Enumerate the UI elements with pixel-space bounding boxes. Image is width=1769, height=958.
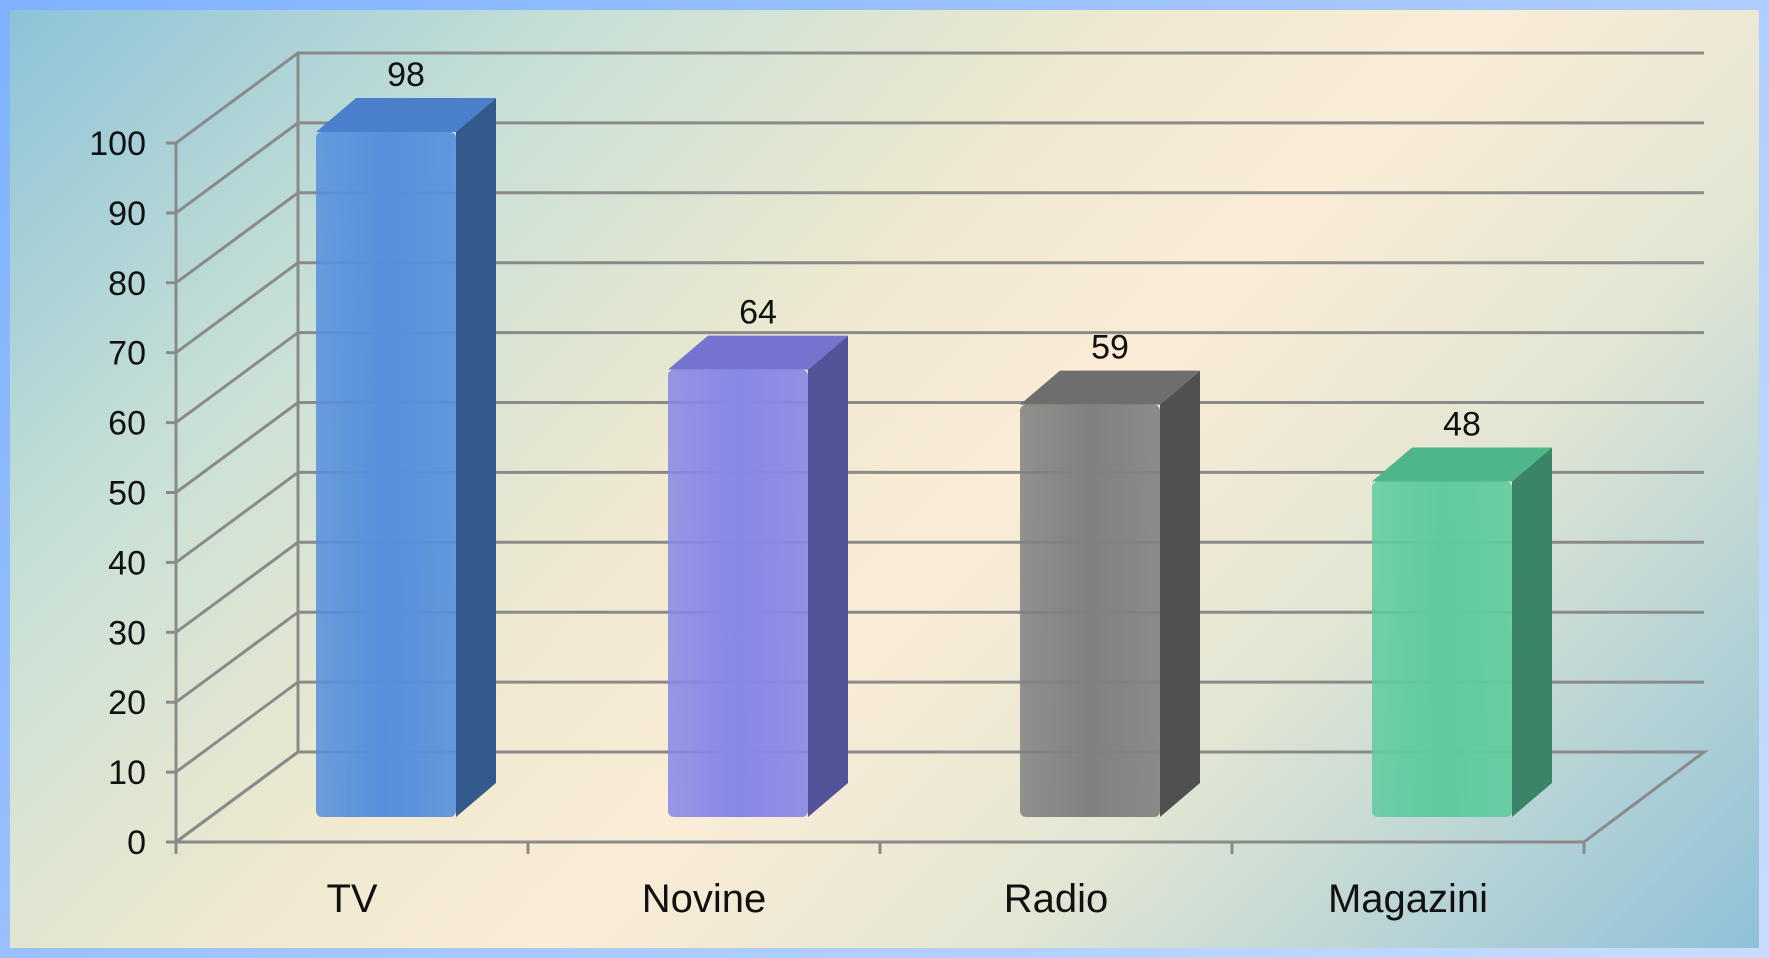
y-tick-label: 30: [108, 614, 146, 652]
x-tick-label-magazini: Magazini: [1328, 877, 1488, 921]
y-tick-label: 60: [108, 405, 146, 443]
y-tick-label: 90: [108, 195, 146, 233]
y-tick-label: 50: [108, 475, 146, 513]
y-tick-label: 40: [108, 544, 146, 582]
bar-radio: [1020, 370, 1200, 817]
y-axis-tick-labels: 0 10 20 30 40 50 60 70 80 90 100: [89, 125, 146, 862]
y-tick-label: 80: [108, 265, 146, 303]
y-tick-label: 10: [108, 754, 146, 792]
bar-front-face: [316, 131, 456, 818]
y-tick-label: 70: [108, 335, 146, 373]
data-label-magazini: 48: [1443, 405, 1481, 443]
x-axis-category-labels: TV Novine Radio Magazini: [326, 877, 1488, 921]
bar-novine: [668, 335, 848, 817]
bar-side-face: [808, 335, 848, 817]
x-tick-label-novine: Novine: [642, 877, 767, 921]
bar-front-face: [668, 369, 808, 817]
y-tick-label: 0: [127, 824, 146, 862]
y-tick-label: 20: [108, 684, 146, 722]
bar-side-face: [1512, 447, 1552, 817]
bar-side-face: [1160, 370, 1200, 817]
data-label-tv: 98: [387, 56, 425, 94]
data-label-radio: 59: [1091, 329, 1129, 367]
bar-front-face: [1020, 404, 1160, 817]
bar-front-face: [1372, 481, 1512, 817]
data-label-novine: 64: [739, 294, 777, 332]
bars: [316, 97, 1552, 818]
bar-top-face: [668, 335, 848, 370]
data-labels: 98 64 59 48: [387, 56, 1481, 444]
x-tick-label-tv: TV: [326, 877, 377, 921]
bar-top-face: [1372, 447, 1552, 482]
axes: [166, 53, 1586, 854]
bar-top-face: [316, 97, 496, 132]
x-tick-label-radio: Radio: [1004, 877, 1109, 921]
bar-side-face: [456, 97, 496, 818]
y-tick-label: 100: [89, 125, 146, 163]
bar-tv: [316, 97, 496, 818]
bar-magazini: [1372, 447, 1552, 817]
bar-top-face: [1020, 370, 1200, 405]
